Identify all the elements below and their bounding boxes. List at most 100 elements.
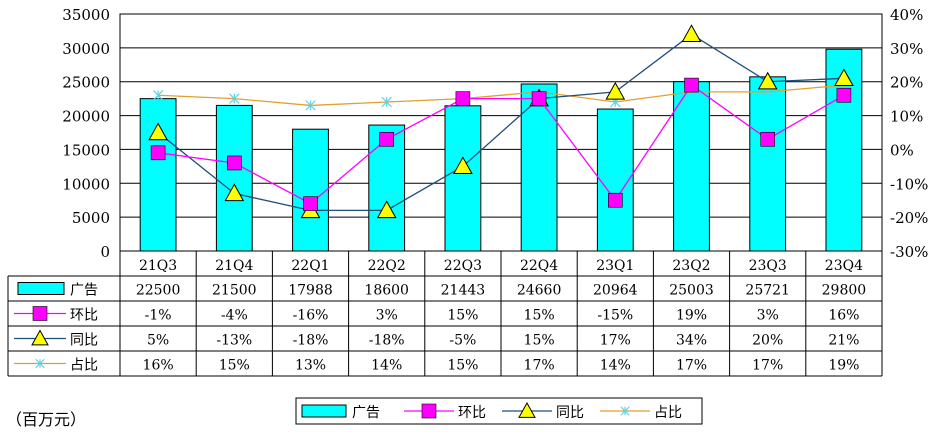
y-left-tick: 25000 (62, 74, 110, 92)
legend-marker-占比 (620, 406, 630, 416)
legend-swatch-广告 (301, 404, 347, 418)
table-cell: -15% (597, 308, 633, 324)
point-环比-21Q3 (150, 145, 166, 161)
y-right-tick: 20% (890, 74, 923, 92)
point-环比-22Q2 (379, 131, 395, 147)
y-right-tick: 30% (890, 40, 923, 58)
bar-21Q4 (215, 104, 253, 252)
y-left-tick: 30000 (62, 40, 110, 58)
legend-key-marker (35, 358, 45, 369)
table-cell: 3% (376, 308, 398, 324)
point-同比-23Q2 (681, 24, 702, 43)
table-row-label: 占比 (70, 358, 98, 374)
table-cell: 15% (524, 308, 555, 324)
table-cell: 17% (600, 333, 631, 349)
x-tick-label: 22Q4 (520, 258, 558, 274)
table-cell: 17% (676, 358, 707, 374)
bar-22Q1 (292, 128, 329, 252)
x-tick-label: 23Q2 (672, 258, 710, 274)
table-cell: 16% (828, 308, 859, 324)
table-cell: 20964 (593, 283, 638, 299)
table-cell: 29800 (822, 283, 867, 299)
legend-label-占比: 占比 (654, 405, 682, 421)
table-cell: 15% (447, 308, 478, 324)
point-同比-21Q4 (224, 183, 245, 202)
bar-21Q3 (139, 98, 177, 252)
table-cell: 24660 (517, 283, 562, 299)
table-cell: -18% (293, 333, 329, 349)
table-cell: 22500 (136, 283, 181, 299)
table-cell: 13% (295, 358, 326, 374)
table-cell: 25721 (745, 283, 790, 299)
table-cell: 21443 (441, 283, 486, 299)
table-cell: -16% (293, 308, 329, 324)
table-cell: 14% (371, 358, 402, 374)
point-环比-23Q2 (684, 77, 699, 93)
y-right-tick: 10% (890, 108, 923, 126)
x-tick-label: 23Q1 (596, 258, 634, 274)
point-环比-22Q1 (303, 196, 318, 211)
legend-label-同比: 同比 (556, 405, 584, 421)
bar-23Q1 (596, 108, 634, 252)
table-cell: 17% (524, 358, 555, 374)
line-同比 (157, 33, 844, 212)
legend-key-marker (32, 306, 48, 321)
bar-23Q3 (749, 76, 787, 252)
y-right-tick: 40% (890, 6, 923, 24)
y-right-tick: -20% (890, 209, 928, 227)
point-同比-23Q4 (834, 68, 854, 87)
table-row-label: 环比 (70, 308, 98, 324)
y-left-tick: 35000 (62, 6, 110, 24)
table-cell: 3% (757, 308, 779, 324)
legend-label-环比: 环比 (458, 405, 486, 421)
table-cell: 21% (828, 333, 859, 349)
point-环比-23Q1 (607, 192, 623, 208)
axes: 0 5000 10000 15000 20000 25000 30000 35000 -30% -… (62, 6, 928, 261)
point-占比-21Q4 (229, 93, 240, 104)
point-环比-22Q4 (531, 91, 547, 106)
table-cell: 21500 (212, 283, 257, 299)
table-cell: 16% (143, 358, 174, 374)
table-cell: -5% (449, 333, 476, 349)
y-right-tick: 0% (890, 141, 914, 159)
data-table: 21Q3 21Q4 22Q1 22Q2 22Q3 22Q4 23Q1 23Q2 23Q3 23Q4… (7, 250, 883, 377)
legend-key-bar (17, 282, 65, 295)
table-cell: 5% (147, 333, 169, 349)
x-tick-label: 22Q3 (444, 258, 482, 274)
y-right-tick: -30% (890, 243, 928, 261)
table-cell: 17988 (288, 283, 333, 299)
point-占比-22Q1 (305, 100, 316, 111)
table-row-label: 广告 (70, 283, 98, 299)
table-cell: 20% (752, 333, 783, 349)
table-cell: 18600 (364, 283, 409, 299)
table-cell: 19% (676, 308, 707, 324)
bar-series (139, 48, 863, 252)
point-占比-22Q2 (381, 96, 392, 108)
x-tick-label: 22Q1 (291, 258, 329, 274)
table-cell: 15% (447, 358, 478, 374)
legend-label-广告: 广告 (352, 405, 380, 421)
legend: 广告 环比 同比 占比 (295, 397, 703, 425)
table-cell: -18% (369, 333, 405, 349)
x-tick-label: 23Q4 (825, 258, 863, 274)
table-cell: -1% (145, 308, 172, 324)
point-同比-21Q3 (148, 122, 168, 141)
point-同比-22Q2 (376, 200, 397, 219)
point-环比-23Q3 (760, 131, 776, 147)
table-cell: 15% (524, 333, 555, 349)
x-tick-label: 21Q4 (215, 258, 253, 274)
y-left-tick: 20000 (62, 108, 110, 126)
point-环比-22Q3 (455, 91, 471, 106)
x-tick-label: 22Q2 (368, 258, 406, 274)
table-cell: 19% (828, 358, 859, 374)
y-left-tick: 5000 (72, 209, 110, 227)
point-同比-23Q3 (757, 71, 778, 90)
point-同比-23Q1 (605, 81, 626, 100)
point-环比-21Q4 (227, 155, 242, 171)
point-占比-21Q3 (152, 90, 164, 101)
point-同比-22Q3 (453, 156, 473, 175)
bar-23Q2 (673, 81, 710, 252)
legend-marker-环比 (421, 403, 437, 419)
legend-key-marker (31, 329, 49, 346)
